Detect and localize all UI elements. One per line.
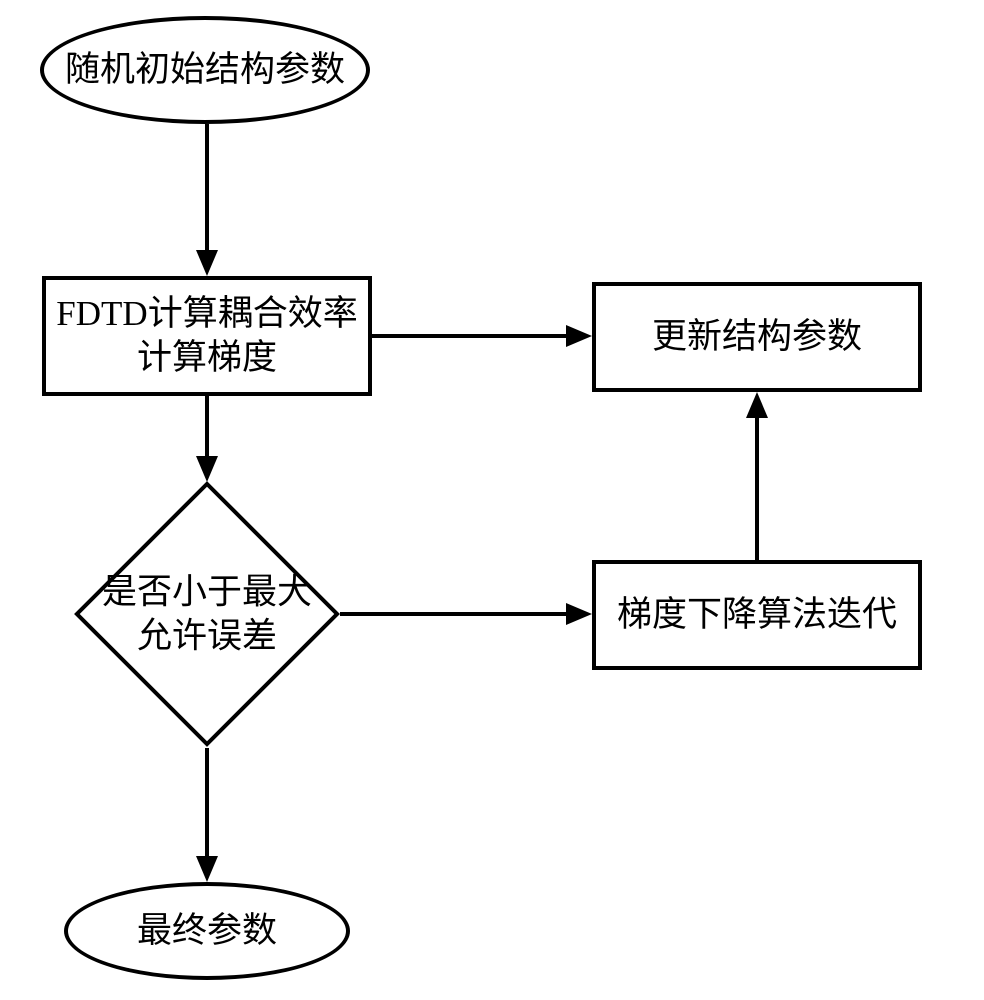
start-ellipse: 随机初始结构参数 [40, 16, 370, 124]
edge-arrowhead [566, 603, 592, 625]
edge-arrowhead [196, 456, 218, 482]
flowchart-canvas: 随机初始结构参数 FDTD计算耦合效率 计算梯度 更新结构参数 是否小于最大 允… [0, 0, 984, 1000]
end-ellipse: 最终参数 [64, 882, 350, 980]
update-params-rect: 更新结构参数 [592, 282, 922, 392]
edge-arrowhead [566, 325, 592, 347]
fdtd-rect: FDTD计算耦合效率 计算梯度 [42, 276, 372, 396]
decision-diamond-label: 是否小于最大 允许误差 [85, 570, 329, 658]
edge-arrowhead [196, 856, 218, 882]
decision-diamond: 是否小于最大 允许误差 [113, 520, 301, 708]
edge-arrowhead [746, 392, 768, 418]
edge-arrowhead [196, 250, 218, 276]
edges-layer [0, 0, 984, 1000]
gradient-descent-rect: 梯度下降算法迭代 [592, 560, 922, 670]
